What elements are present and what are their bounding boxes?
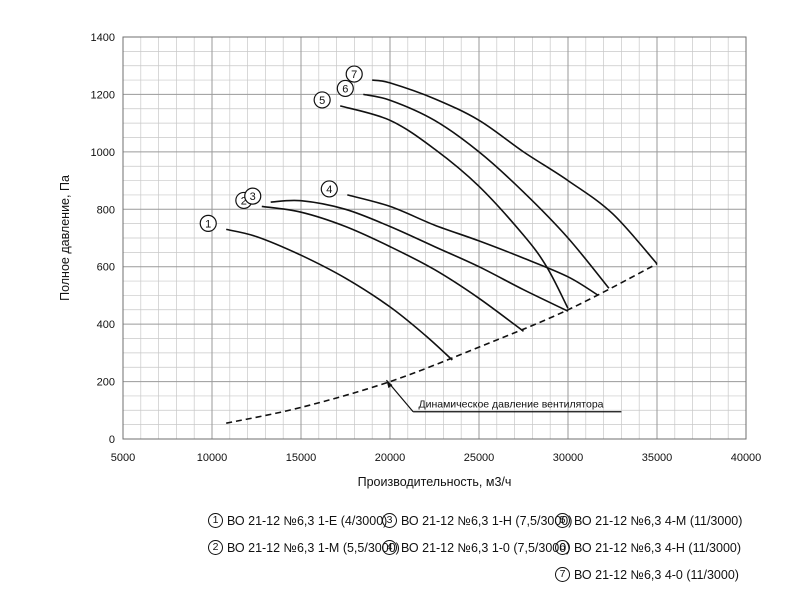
series-line-3 <box>270 199 569 312</box>
series-marker-circle-5 <box>313 91 331 109</box>
legend-label-5: ВО 21-12 №6,3 4-М (11/3000) <box>574 513 743 528</box>
series-marker-label-2: 2 <box>241 195 247 207</box>
series-marker-label-7: 7 <box>351 69 357 81</box>
series-line-5 <box>339 105 569 309</box>
series-line-1 <box>226 228 453 361</box>
legend-item-1: 1 ВО 21-12 №6,3 1-Е (4/3000) <box>208 513 387 528</box>
x-tick-label: 5000 <box>111 452 135 464</box>
series-line-7 <box>372 79 658 265</box>
series-marker-circle-4 <box>320 180 338 198</box>
legend-label-1: ВО 21-12 №6,3 1-Е (4/3000) <box>227 513 388 528</box>
series-marker-circle-6 <box>336 79 354 98</box>
x-tick-label: 30000 <box>553 452 584 464</box>
y-tick-label: 200 <box>97 377 115 389</box>
annotation-label: Динамическое давление вентилятора <box>418 399 603 411</box>
legend-label-3: ВО 21-12 №6,3 1-Н (7,5/3000) <box>401 513 573 528</box>
y-tick-label: 1000 <box>91 147 115 159</box>
series-marker-label-1: 1 <box>205 218 211 230</box>
y-tick-label: 400 <box>97 319 115 331</box>
series-marker-circle-7 <box>345 65 363 83</box>
legend-marker-4: 4 <box>382 540 397 555</box>
chart: 5000 10000 15000 20000 25000 30000 35000 40000 0… <box>58 32 762 489</box>
x-tick-label: 25000 <box>464 452 495 464</box>
legend-marker-6: 6 <box>555 540 570 555</box>
legend-label-7: ВО 21-12 №6,3 4-0 (11/3000) <box>574 567 739 582</box>
legend-item-6: 6 ВО 21-12 №6,3 4-Н (11/3000) <box>555 540 741 555</box>
series-marker-label-4: 4 <box>326 184 332 196</box>
legend-marker-1: 1 <box>208 513 223 528</box>
legend-item-7: 7 ВО 21-12 №6,3 4-0 (11/3000) <box>555 567 739 582</box>
y-tick-label: 0 <box>109 434 115 446</box>
y-tick-label: 1400 <box>91 32 115 44</box>
y-tick-label: 1200 <box>91 89 115 101</box>
legend-item-5: 5 ВО 21-12 №6,3 4-М (11/3000) <box>555 513 742 528</box>
y-axis-label: Полное давление, Па <box>58 175 72 301</box>
legend-item-2: 2 ВО 21-12 №6,3 1-М (5,5/3000) <box>208 540 400 555</box>
series-marker-circle-3 <box>244 187 262 205</box>
series-marker-label-3: 3 <box>250 191 256 203</box>
annotation-arrowhead <box>386 380 393 389</box>
chart-svg: 5000 10000 15000 20000 25000 30000 35000 40000 0… <box>58 32 762 489</box>
y-tick-label: 800 <box>97 204 115 216</box>
x-tick-label: 40000 <box>731 452 762 464</box>
series-line-2 <box>261 205 524 332</box>
series-marker-label-6: 6 <box>342 83 348 95</box>
x-tick-label: 15000 <box>286 452 317 464</box>
legend-marker-7: 7 <box>555 567 570 582</box>
x-axis-label: Производительность, м3/ч <box>358 475 512 489</box>
y-tick-label: 600 <box>97 262 115 274</box>
legend-label-2: ВО 21-12 №6,3 1-М (5,5/3000) <box>227 540 400 555</box>
legend-marker-2: 2 <box>208 540 223 555</box>
legend-item-3: 3 ВО 21-12 №6,3 1-Н (7,5/3000) <box>382 513 572 528</box>
series-marker-circle-1 <box>199 214 217 232</box>
legend-label-4: ВО 21-12 №6,3 1-0 (7,5/3000) <box>401 540 571 555</box>
legend-marker-3: 3 <box>382 513 397 528</box>
legend-label-6: ВО 21-12 №6,3 4-Н (11/3000) <box>574 540 742 555</box>
plot-frame <box>122 36 747 440</box>
dynamic-pressure-line <box>226 263 658 424</box>
x-tick-label: 35000 <box>642 452 673 464</box>
series-marker-label-5: 5 <box>319 95 325 107</box>
legend-marker-5: 5 <box>555 513 570 528</box>
x-tick-label: 10000 <box>197 452 228 464</box>
x-tick-label: 20000 <box>375 452 406 464</box>
legend-item-4: 4 ВО 21-12 №6,3 1-0 (7,5/3000) <box>382 540 570 555</box>
series-line-6 <box>363 93 610 289</box>
series-line-4 <box>347 194 599 297</box>
